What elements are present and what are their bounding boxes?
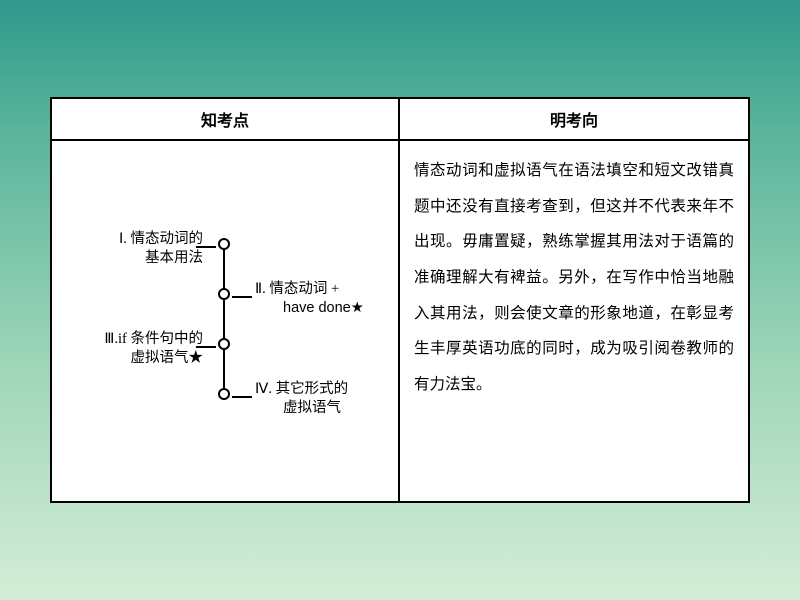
diagram-label-2-line1: Ⅱ. 情态动词 + bbox=[255, 281, 339, 297]
diagram-label-1-line1: Ⅰ. 情态动词的 bbox=[119, 231, 203, 247]
diagram-tick-2 bbox=[232, 296, 252, 298]
diagram-node-1 bbox=[218, 238, 230, 250]
diagram-label-2: Ⅱ. 情态动词 + have done★ bbox=[255, 280, 385, 318]
diagram-label-3-line1: Ⅲ.if 条件句中的 bbox=[104, 331, 203, 347]
diagram-label-2-line2: have done★ bbox=[255, 299, 385, 318]
diagram-label-3-line2: 虚拟语气★ bbox=[61, 349, 203, 368]
diagram-label-1-line2: 基本用法 bbox=[83, 249, 203, 268]
description-cell: 情态动词和虚拟语气在语法填空和短文改错真题中还没有直接考查到，但这并不代表来年不… bbox=[400, 141, 748, 501]
diagram-spine bbox=[223, 244, 225, 400]
diagram-label-1: Ⅰ. 情态动词的 基本用法 bbox=[83, 230, 203, 268]
header-left: 知考点 bbox=[52, 99, 400, 141]
diagram-node-3 bbox=[218, 338, 230, 350]
content-table: 知考点 明考向 Ⅰ. 情态动词的 基本用法 Ⅱ. 情态动词 + have don… bbox=[50, 97, 750, 503]
header-right: 明考向 bbox=[400, 99, 748, 141]
diagram-label-4: Ⅳ. 其它形式的 虚拟语气 bbox=[255, 380, 385, 418]
diagram-node-2 bbox=[218, 288, 230, 300]
diagram-cell: Ⅰ. 情态动词的 基本用法 Ⅱ. 情态动词 + have done★ Ⅲ.if … bbox=[52, 141, 400, 501]
diagram-tick-4 bbox=[232, 396, 252, 398]
topics-diagram: Ⅰ. 情态动词的 基本用法 Ⅱ. 情态动词 + have done★ Ⅲ.if … bbox=[65, 216, 385, 426]
diagram-label-4-line2: 虚拟语气 bbox=[255, 399, 385, 418]
diagram-label-3: Ⅲ.if 条件句中的 虚拟语气★ bbox=[61, 330, 203, 368]
description-text: 情态动词和虚拟语气在语法填空和短文改错真题中还没有直接考查到，但这并不代表来年不… bbox=[414, 162, 734, 393]
diagram-node-4 bbox=[218, 388, 230, 400]
diagram-label-4-line1: Ⅳ. 其它形式的 bbox=[255, 381, 348, 397]
